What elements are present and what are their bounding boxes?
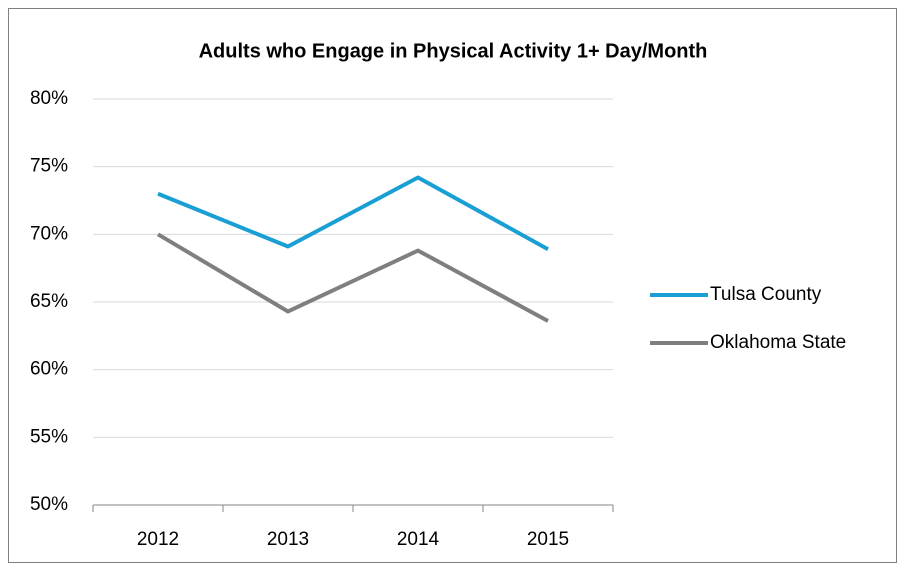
y-tick-label: 70% bbox=[30, 223, 68, 244]
legend-label: Tulsa County bbox=[710, 284, 822, 305]
y-tick-label: 65% bbox=[30, 291, 68, 312]
chart-title: Adults who Engage in Physical Activity 1… bbox=[199, 40, 708, 62]
y-tick-label: 55% bbox=[30, 426, 68, 447]
y-tick-label: 50% bbox=[30, 494, 68, 515]
x-tick-label: 2014 bbox=[397, 529, 440, 550]
chart-frame bbox=[8, 8, 897, 563]
x-tick-label: 2012 bbox=[137, 529, 179, 550]
y-tick-label: 75% bbox=[30, 156, 68, 177]
y-tick-label: 60% bbox=[30, 359, 68, 380]
y-tick-label: 80% bbox=[30, 88, 68, 109]
x-tick-label: 2013 bbox=[267, 529, 309, 550]
legend-label: Oklahoma State bbox=[710, 332, 846, 353]
series-line bbox=[156, 232, 549, 323]
series-line bbox=[157, 175, 549, 251]
x-tick-label: 2015 bbox=[527, 529, 569, 550]
